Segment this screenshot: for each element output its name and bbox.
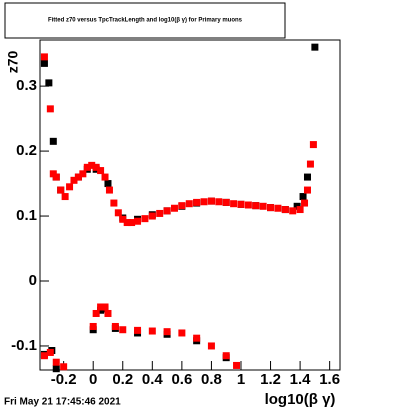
marker [52, 365, 60, 373]
marker [61, 193, 69, 201]
marker [60, 363, 68, 371]
marker [92, 309, 100, 317]
marker [156, 209, 164, 217]
x-tick-label: 0.4 [142, 371, 164, 388]
marker [66, 183, 74, 191]
marker [89, 322, 97, 330]
marker [46, 105, 54, 113]
marker [244, 201, 252, 209]
marker [52, 358, 60, 366]
marker [40, 53, 48, 61]
marker [111, 322, 119, 330]
marker [92, 163, 100, 171]
marker [45, 79, 53, 87]
x-tick-label: 0.8 [201, 371, 222, 388]
frame [39, 39, 341, 371]
marker [222, 198, 230, 206]
x-tick-label: 1.6 [319, 371, 340, 388]
marker [303, 173, 311, 181]
marker [237, 200, 245, 208]
y-tick-label: 0 [29, 272, 37, 289]
marker [49, 137, 57, 145]
marker [119, 326, 127, 334]
chart-title: Fitted z70 versus TpcTrackLength and log… [48, 18, 243, 24]
marker [303, 186, 311, 194]
y-tick-label: 0.1 [16, 207, 37, 224]
marker [252, 202, 260, 210]
marker [57, 186, 65, 194]
y-tick-label: -0.1 [11, 337, 37, 354]
marker [163, 328, 171, 336]
marker [178, 202, 186, 210]
marker [123, 219, 131, 227]
marker [215, 198, 223, 206]
marker [274, 204, 282, 212]
marker [185, 200, 193, 208]
marker [306, 160, 314, 168]
marker [193, 334, 201, 342]
y-axis-title: z70 [5, 51, 21, 74]
marker [309, 141, 317, 149]
y-tick-label: 0.2 [16, 142, 37, 159]
x-tick-label: 1.4 [290, 371, 312, 388]
marker [230, 200, 238, 208]
marker [141, 215, 149, 223]
marker [301, 199, 309, 207]
marker [193, 198, 201, 206]
marker [97, 167, 105, 175]
marker [134, 326, 142, 334]
marker [148, 212, 156, 220]
marker [46, 348, 54, 356]
marker [104, 309, 112, 317]
marker [200, 198, 208, 206]
marker [233, 361, 241, 369]
marker [128, 219, 136, 227]
marker [101, 303, 109, 311]
x-axis-title: log10(β γ) [265, 391, 336, 408]
marker [207, 342, 215, 350]
marker [170, 204, 178, 212]
marker [40, 59, 48, 67]
x-tick-label: 0 [89, 371, 97, 388]
marker [79, 170, 87, 178]
x-tick-label: 1.2 [260, 371, 281, 388]
marker [40, 352, 48, 360]
marker [289, 207, 297, 215]
marker [97, 303, 105, 311]
marker [74, 173, 82, 181]
marker [52, 173, 60, 181]
x-tick-label: 0.6 [171, 371, 192, 388]
marker [148, 327, 156, 335]
marker [88, 161, 96, 169]
marker [178, 329, 186, 337]
marker [83, 163, 91, 171]
marker [311, 43, 319, 51]
marker [222, 352, 230, 360]
marker [259, 202, 267, 210]
marker [296, 206, 304, 214]
marker [119, 215, 127, 223]
marker [104, 180, 112, 188]
marker [134, 217, 142, 225]
y-tick-label: 0.3 [16, 77, 37, 94]
x-tick-label: -0.2 [51, 371, 77, 388]
x-tick-label: 1 [237, 371, 245, 388]
x-tick-label: 0.2 [112, 371, 133, 388]
marker [281, 206, 289, 214]
marker [114, 209, 122, 217]
marker [207, 197, 215, 205]
marker [299, 193, 307, 201]
marker [267, 204, 275, 212]
marker [105, 186, 113, 194]
marker [101, 173, 109, 181]
marker [70, 176, 78, 184]
marker [163, 207, 171, 215]
marker [110, 199, 118, 207]
title-box [4, 2, 286, 39]
timestamp: Fri May 21 17:45:46 2021 [4, 397, 121, 408]
